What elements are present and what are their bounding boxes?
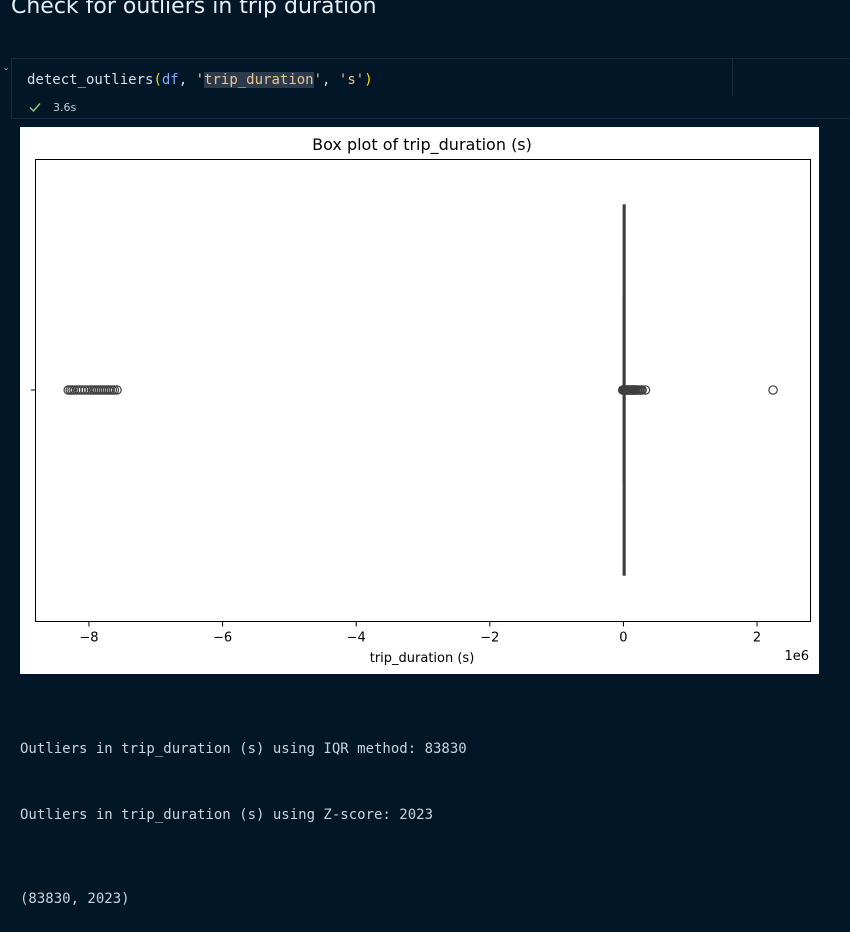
code-editor[interactable]: detect_outliers(df, 'trip_duration', 's'… — [27, 71, 373, 89]
outlier-point — [768, 385, 778, 395]
box-plot-chart: Box plot of trip_duration (s) −8 −6 −4 −2 0 2… — [31, 135, 811, 666]
outlier-point — [112, 385, 122, 395]
chart-marks — [63, 204, 778, 576]
stdout-line: Outliers in trip_duration (s) using IQR … — [20, 741, 467, 757]
code-arg-variable: df — [161, 72, 179, 88]
chart-title: Box plot of trip_duration (s) — [312, 135, 532, 155]
cell-stdout: Outliers in trip_duration (s) using IQR … — [20, 694, 467, 932]
execution-status: 3.6s — [28, 99, 76, 115]
code-paren-open: ( — [153, 72, 162, 88]
code-cell[interactable]: ⌄ detect_outliers(df, 'trip_duration', '… — [2, 58, 850, 119]
section-heading: Check for outliers in trip duration — [11, 0, 377, 19]
code-quote: ' — [338, 72, 348, 88]
chart-output: Box plot of trip_duration (s) −8 −6 −4 −2 0 2… — [20, 127, 819, 674]
code-arg-unit: s — [347, 72, 356, 88]
x-axis-label: trip_duration (s) — [370, 651, 475, 666]
code-quote: ' — [355, 72, 365, 88]
x-axis-offset-label: 1e6 — [784, 649, 809, 664]
x-tick-label: 2 — [753, 631, 761, 646]
x-tick-label: −8 — [79, 631, 98, 646]
code-function-name: detect_outliers — [27, 72, 154, 88]
check-icon — [29, 103, 41, 113]
x-tick-label: −4 — [347, 631, 366, 646]
outlier-point — [637, 385, 647, 395]
x-tick-label: −2 — [480, 631, 499, 646]
execution-time: 3.6s — [53, 100, 77, 114]
code-paren-close: ) — [364, 72, 373, 88]
outlier-point — [640, 385, 651, 395]
stdout-line: Outliers in trip_duration (s) using Z-sc… — [20, 807, 434, 823]
code-comma: , — [322, 72, 339, 88]
code-quote: ' — [313, 72, 323, 88]
code-arg-column: trip_duration — [204, 72, 314, 88]
cell-result: (83830, 2023) — [20, 891, 130, 907]
x-tick-label: −6 — [213, 631, 232, 646]
chevron-down-icon[interactable]: ⌄ — [2, 63, 10, 73]
plot-area — [35, 159, 811, 622]
cell-divider — [732, 59, 733, 96]
x-axis: −8 −6 −4 −2 0 2 — [79, 621, 761, 646]
outlier-point — [109, 385, 120, 395]
code-comma: , ' — [178, 72, 205, 88]
x-tick-label: 0 — [619, 631, 627, 646]
outlier-point — [80, 385, 90, 395]
